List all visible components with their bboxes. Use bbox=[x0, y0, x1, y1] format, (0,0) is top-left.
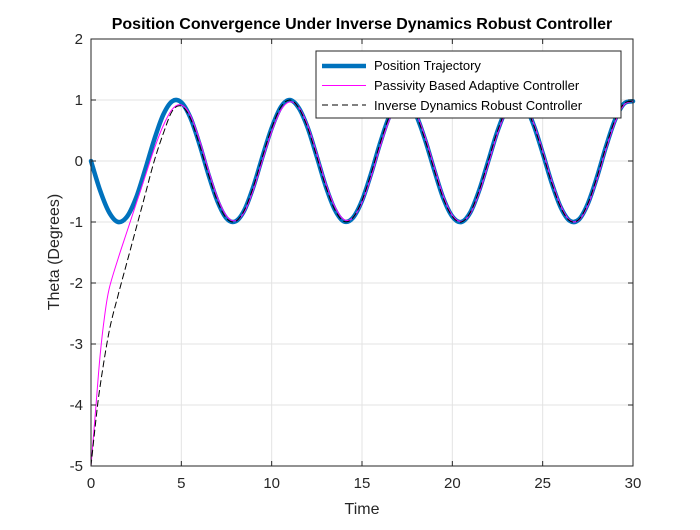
legend-label-position-trajectory: Position Trajectory bbox=[374, 58, 481, 73]
legend-box bbox=[315, 50, 622, 119]
y-tick-label: -2 bbox=[70, 275, 83, 292]
x-tick-label: 5 bbox=[177, 475, 185, 492]
y-tick-label: -3 bbox=[70, 336, 83, 353]
y-tick-label: 1 bbox=[75, 92, 83, 109]
x-tick-label: 20 bbox=[444, 475, 461, 492]
series-layer bbox=[88, 97, 636, 467]
x-tick-label: 0 bbox=[87, 475, 95, 492]
x-tick-label: 10 bbox=[263, 475, 280, 492]
y-tick-label: -5 bbox=[70, 458, 83, 475]
y-tick-label: 2 bbox=[75, 31, 83, 48]
x-tick-label: 30 bbox=[625, 475, 642, 492]
legend-label-passivity-controller: Passivity Based Adaptive Controller bbox=[374, 78, 580, 93]
y-tick-label: 0 bbox=[75, 153, 83, 170]
y-tick-label: -1 bbox=[70, 214, 83, 231]
y-axis-label: Theta (Degrees) bbox=[46, 194, 63, 311]
legend-label-inverse-dynamics-controller: Inverse Dynamics Robust Controller bbox=[374, 98, 583, 113]
chart-title: Position Convergence Under Inverse Dynam… bbox=[112, 16, 613, 33]
legend: Position Trajectory Passivity Based Adap… bbox=[315, 50, 622, 119]
x-tick-label: 25 bbox=[534, 475, 551, 492]
x-axis-label: Time bbox=[345, 501, 380, 518]
ticks: 0 5 10 15 20 25 30 -5 -4 -3 -2 -1 0 1 2 bbox=[70, 31, 642, 492]
y-tick-label: -4 bbox=[70, 397, 83, 414]
x-tick-label: 15 bbox=[354, 475, 371, 492]
